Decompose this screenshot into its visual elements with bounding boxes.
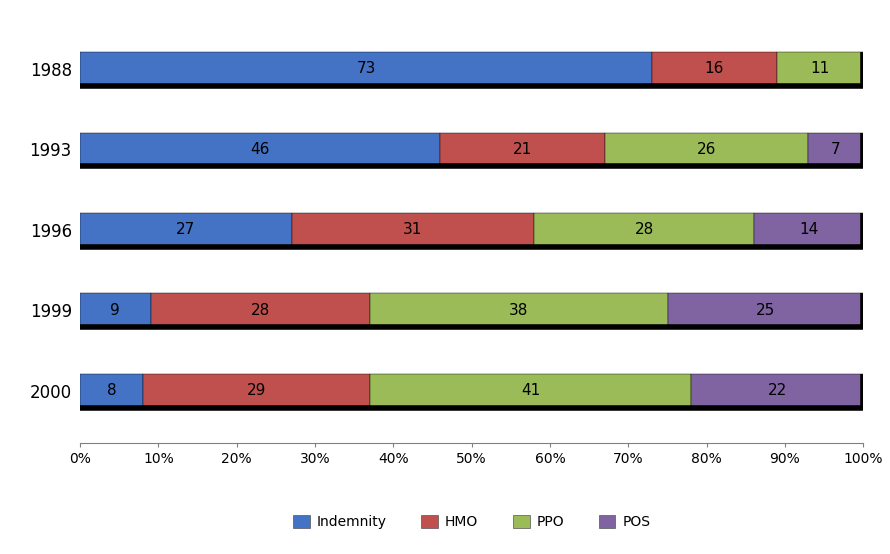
Bar [370, 374, 691, 408]
Text: 41: 41 [521, 383, 540, 398]
Text: 26: 26 [697, 142, 716, 157]
Text: 14: 14 [799, 222, 818, 238]
Text: 28: 28 [635, 222, 653, 238]
Bar [668, 294, 863, 327]
Bar [80, 213, 292, 247]
Bar [754, 213, 863, 247]
Bar [370, 294, 668, 327]
Text: 16: 16 [705, 61, 724, 76]
Text: 38: 38 [509, 303, 529, 318]
Text: 27: 27 [176, 222, 196, 238]
Bar [441, 132, 605, 166]
Text: 25: 25 [756, 303, 775, 318]
Text: 9: 9 [110, 303, 120, 318]
Bar [80, 132, 441, 166]
Bar [605, 132, 808, 166]
Text: 21: 21 [513, 142, 532, 157]
Bar [777, 52, 863, 86]
Text: 8: 8 [107, 383, 117, 398]
Legend: Indemnity, HMO, PPO, POS: Indemnity, HMO, PPO, POS [287, 510, 656, 535]
Bar [80, 374, 142, 408]
Text: 31: 31 [403, 222, 423, 238]
Text: 7: 7 [831, 142, 841, 157]
Bar [150, 294, 370, 327]
Bar [534, 213, 754, 247]
Bar [80, 294, 150, 327]
Bar [651, 52, 777, 86]
Bar [691, 374, 863, 408]
Bar [292, 213, 534, 247]
Bar [80, 52, 651, 86]
Text: 28: 28 [251, 303, 270, 318]
Bar [142, 374, 370, 408]
Text: 29: 29 [247, 383, 266, 398]
Text: 73: 73 [356, 61, 376, 76]
Text: 46: 46 [251, 142, 270, 157]
Bar [808, 132, 863, 166]
Text: 22: 22 [767, 383, 787, 398]
Text: 11: 11 [811, 61, 829, 76]
